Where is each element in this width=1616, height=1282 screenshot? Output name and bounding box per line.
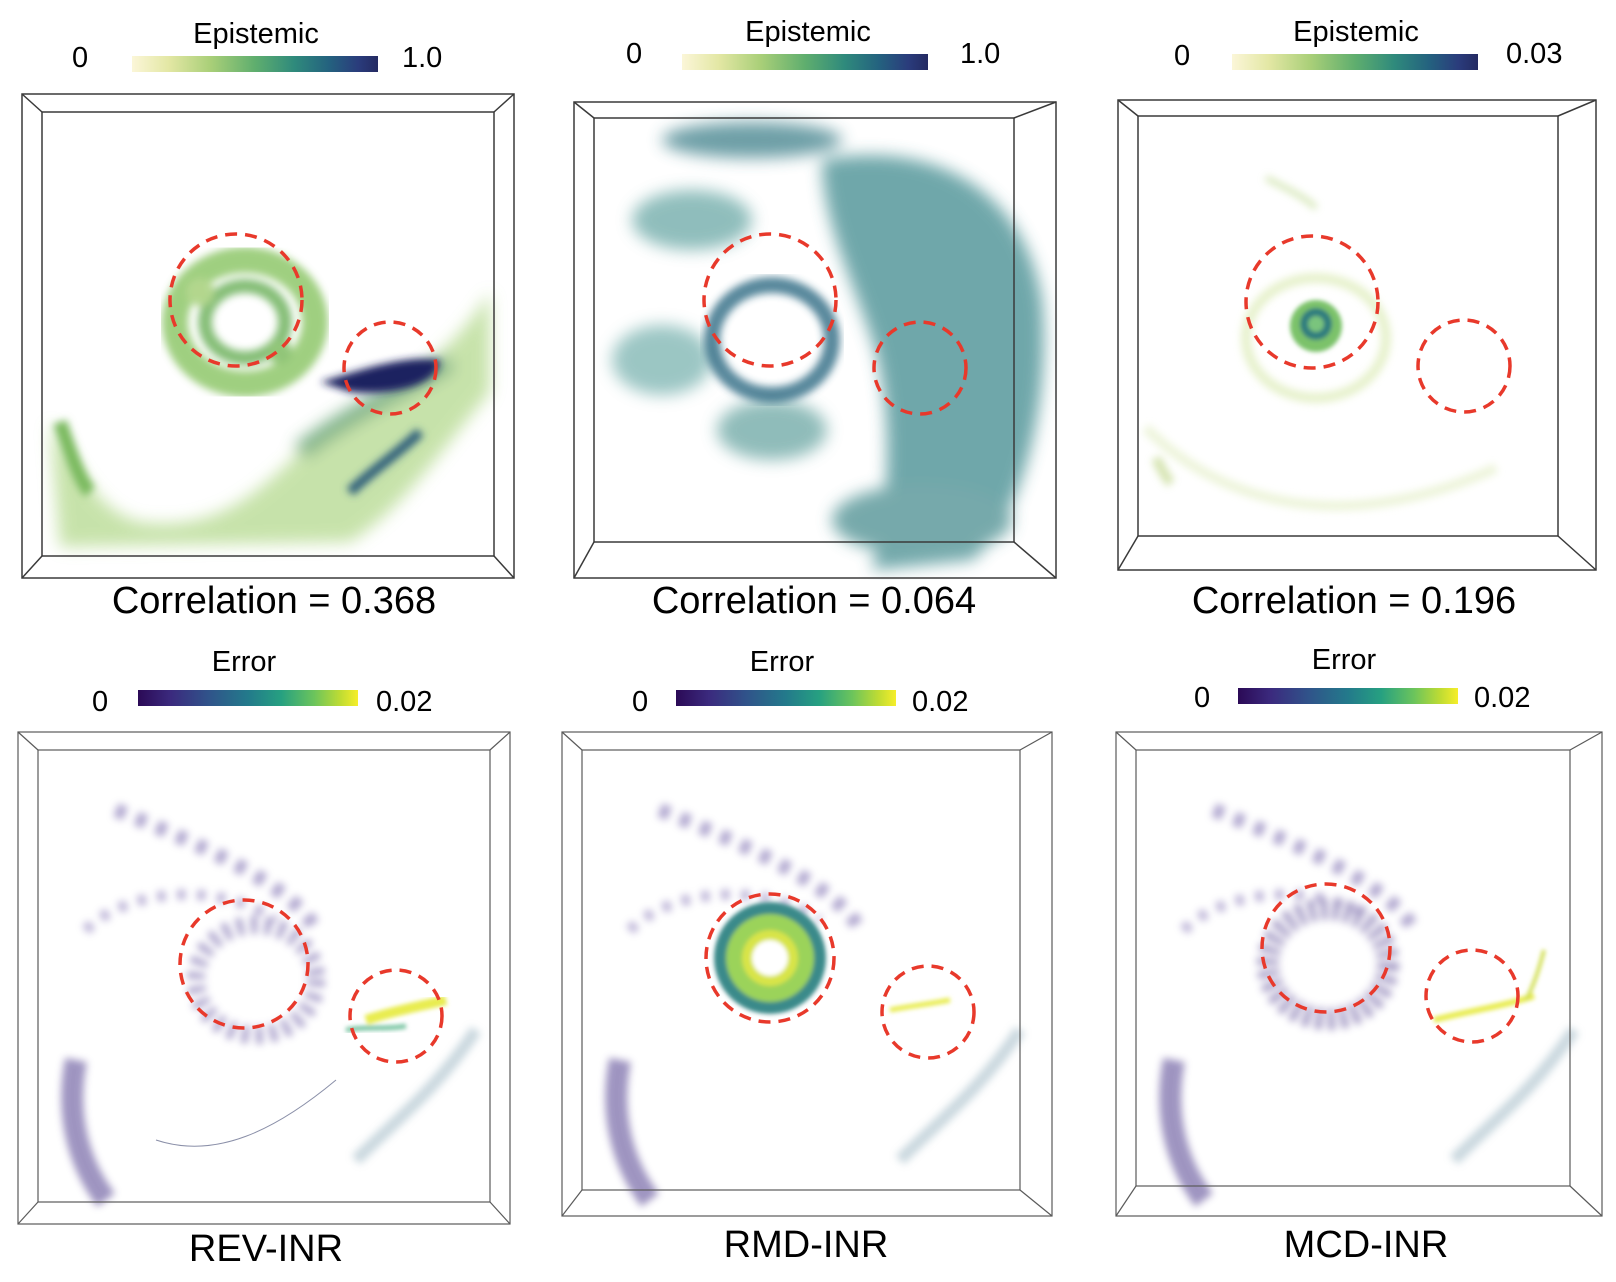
error-map-rev-inr	[16, 730, 512, 1226]
epistemic-map-mcd-inr	[1116, 98, 1598, 572]
colorbar-title-epistemic-3: Epistemic	[1293, 16, 1419, 48]
highlight-circle	[1424, 948, 1520, 1044]
colorbar-min-1: 0	[72, 42, 89, 74]
colorbar-max-err-1: 0.02	[376, 686, 433, 718]
colorbar-epistemic-2	[682, 54, 928, 70]
colorbar-max-2: 1.0	[960, 38, 1001, 70]
colorbar-error-3	[1238, 688, 1458, 704]
colorbar-max-err-2: 0.02	[912, 686, 969, 718]
method-label-rev-inr: REV-INR	[188, 1228, 344, 1270]
colorbar-error-2	[676, 690, 896, 706]
error-map-rmd-inr	[560, 730, 1054, 1218]
colorbar-min-2: 0	[626, 38, 643, 70]
highlight-circle	[1244, 234, 1380, 370]
highlight-circle	[872, 320, 968, 416]
colorbar-max-1: 1.0	[402, 42, 443, 74]
highlight-circle	[348, 968, 444, 1064]
highlight-circle	[168, 232, 304, 368]
colorbar-epistemic-1	[132, 56, 378, 72]
epistemic-map-rmd-inr	[572, 100, 1058, 580]
highlight-circle	[880, 964, 976, 1060]
correlation-label-2: Correlation = 0.064	[651, 580, 977, 622]
correlation-label-3: Correlation = 0.196	[1191, 580, 1517, 622]
highlight-circle	[1260, 882, 1392, 1014]
colorbar-title-epistemic-1: Epistemic	[193, 18, 319, 50]
correlation-label-1: Correlation = 0.368	[111, 580, 437, 622]
error-map-mcd-inr	[1114, 730, 1604, 1218]
highlight-circle	[704, 892, 836, 1024]
highlight-circle	[702, 232, 838, 368]
highlight-circle	[178, 898, 310, 1030]
colorbar-error-1	[138, 690, 358, 706]
colorbar-max-err-3: 0.02	[1474, 682, 1531, 714]
colorbar-title-error-2: Error	[749, 646, 815, 678]
colorbar-min-err-2: 0	[632, 686, 649, 718]
colorbar-epistemic-3	[1232, 54, 1478, 70]
colorbar-min-err-1: 0	[92, 686, 109, 718]
colorbar-min-err-3: 0	[1194, 682, 1211, 714]
colorbar-min-3: 0	[1174, 40, 1191, 72]
colorbar-title-epistemic-2: Epistemic	[745, 16, 871, 48]
colorbar-title-error-3: Error	[1311, 644, 1377, 676]
epistemic-map-rev-inr	[20, 92, 516, 580]
highlight-circle	[342, 320, 438, 416]
colorbar-title-error-1: Error	[211, 646, 277, 678]
method-label-mcd-inr: MCD-INR	[1283, 1224, 1449, 1266]
highlight-circle	[1416, 318, 1512, 414]
colorbar-max-3: 0.03	[1506, 38, 1563, 70]
method-label-rmd-inr: RMD-INR	[723, 1224, 889, 1266]
